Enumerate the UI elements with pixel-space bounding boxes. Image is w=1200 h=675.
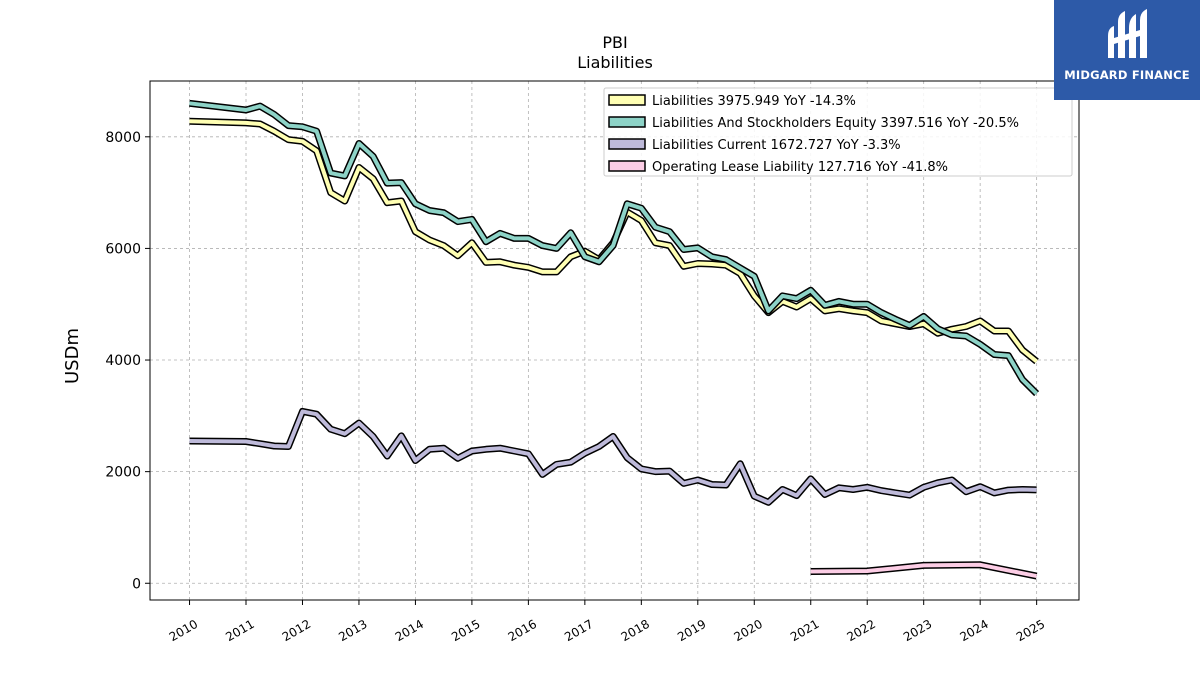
y-axis-label: USDm [62,328,83,384]
legend-swatch-0 [608,94,646,106]
series-line-2 [189,409,1037,505]
legend-label-1: Liabilities And Stockholders Equity 3397… [652,116,1019,131]
y-tick-label: 0 [132,576,141,592]
legend-label-0: Liabilities 3975.949 YoY -14.3% [652,94,856,109]
y-tick-label: 4000 [105,353,141,369]
legend-label-3: Operating Lease Liability 127.716 YoY -4… [652,160,948,175]
series-line-1 [189,101,1039,396]
x-tick-label: 2017 [562,617,595,644]
x-tick-label: 2010 [167,617,200,644]
x-tick-label: 2013 [336,617,369,644]
x-ticks: 2010 2011 2012 2013 2014 2015 2016 2017 2018 2019… [167,600,1047,644]
y-tick-label: 6000 [105,241,141,257]
x-tick-label: 2021 [788,617,821,644]
x-tick-label: 2024 [957,617,990,644]
plot-frame [149,80,1080,601]
x-tick-label: 2022 [844,617,877,644]
x-tick-label: 2012 [280,617,313,644]
y-tick-label: 2000 [105,465,141,481]
legend-swatch-1 [608,116,646,128]
x-tick-label: 2019 [675,617,708,644]
x-tick-label: 2015 [449,617,482,644]
legend: Liabilities 3975.949 YoY -14.3% Liabiliti… [603,87,1073,177]
midgard-logo-icon [1108,9,1147,58]
legend-label-2: Liabilities Current 1672.727 YoY -3.3% [652,138,901,153]
series-group [189,99,1040,580]
x-tick-label: 2025 [1014,617,1047,644]
chart-title: PBI [602,33,627,52]
series-line-3 [810,562,1037,579]
chart-subtitle: Liabilities [577,53,653,72]
midgard-finance-logo: MIDGARD FINANCE [1054,0,1200,100]
x-tick-label: 2018 [619,617,652,644]
x-tick-label: 2023 [901,617,934,644]
legend-swatch-3 [608,160,646,172]
x-tick-label: 2011 [223,617,256,644]
y-tick-label: 8000 [105,130,141,146]
x-tick-label: 2014 [393,617,426,644]
x-tick-label: 2020 [732,617,765,644]
x-tick-label: 2016 [506,617,539,644]
legend-swatch-2 [608,138,646,150]
legend-box [603,87,1073,177]
logo-text: MIDGARD FINANCE [1064,68,1190,82]
series-line-outline-2 [189,407,1037,506]
y-ticks: 0 2000 4000 6000 8000 [105,130,150,592]
